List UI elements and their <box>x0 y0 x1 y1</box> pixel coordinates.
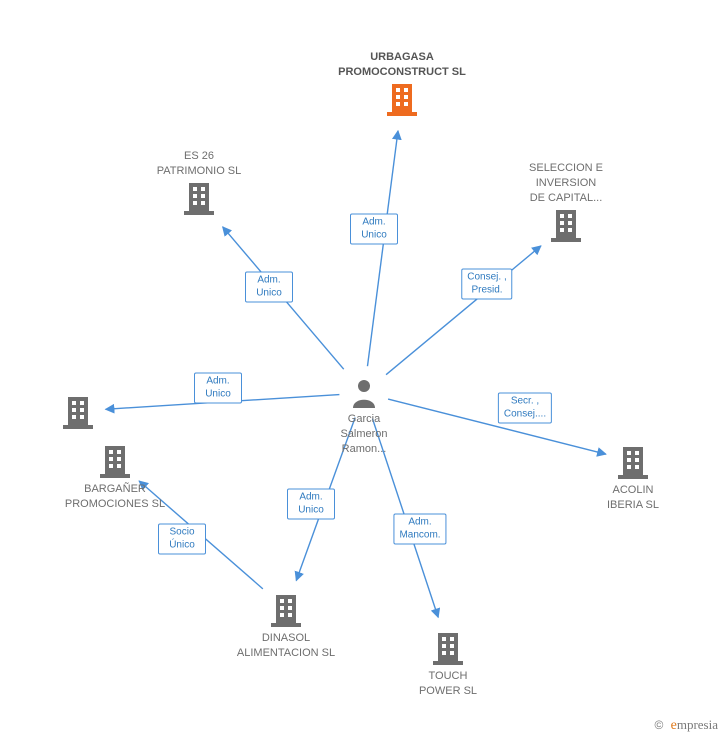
edge-label: Secr. , Consej.... <box>498 393 552 424</box>
node-label: TOUCH POWER SL <box>378 669 518 699</box>
edge-label: Adm. Unico <box>245 272 293 303</box>
edge-label: Socio Único <box>158 524 206 555</box>
company-node-dinasol[interactable]: DINASOL ALIMENTACION SL <box>216 591 356 661</box>
center-person-node[interactable]: Garcia Salmeron Ramon... <box>294 378 434 457</box>
copyright-symbol: © <box>654 718 663 732</box>
edge-label: Adm. Unico <box>350 214 398 245</box>
company-node-urbagasa[interactable]: URBAGASA PROMOCONSTRUCT SL <box>332 50 472 120</box>
node-label: Garcia Salmeron Ramon... <box>294 412 434 457</box>
edge-label: Adm. Unico <box>194 373 242 404</box>
company-node-es26[interactable]: ES 26 PATRIMONIO SL <box>129 149 269 219</box>
company-node-touch[interactable]: TOUCH POWER SL <box>378 629 518 699</box>
node-label: ACOLIN IBERIA SL <box>563 483 703 513</box>
company-node-seleccion[interactable]: SELECCION E INVERSION DE CAPITAL... <box>496 161 636 246</box>
edge-line <box>367 131 398 366</box>
company-node-barganer[interactable]: BARGAÑER PROMOCIONES SL <box>45 442 185 512</box>
node-label: BARGAÑER PROMOCIONES SL <box>45 482 185 512</box>
node-label: URBAGASA PROMOCONSTRUCT SL <box>332 50 472 80</box>
brand-rest: mpresia <box>677 717 718 732</box>
node-label: ES 26 PATRIMONIO SL <box>129 149 269 179</box>
node-label: DINASOL ALIMENTACION SL <box>216 631 356 661</box>
edge-label: Adm. Unico <box>287 489 335 520</box>
watermark: © empresia <box>654 717 718 734</box>
node-label: SELECCION E INVERSION DE CAPITAL... <box>496 161 636 206</box>
edge-label: Adm. Mancom. <box>393 514 446 545</box>
company-node-barganer2[interactable] <box>8 393 148 433</box>
edge-line <box>386 246 541 375</box>
company-node-acolin[interactable]: ACOLIN IBERIA SL <box>563 443 703 513</box>
edge-label: Consej. , Presid. <box>461 269 512 300</box>
relationship-diagram: Garcia Salmeron Ramon... URBAGASA PROMOCO… <box>0 0 728 740</box>
